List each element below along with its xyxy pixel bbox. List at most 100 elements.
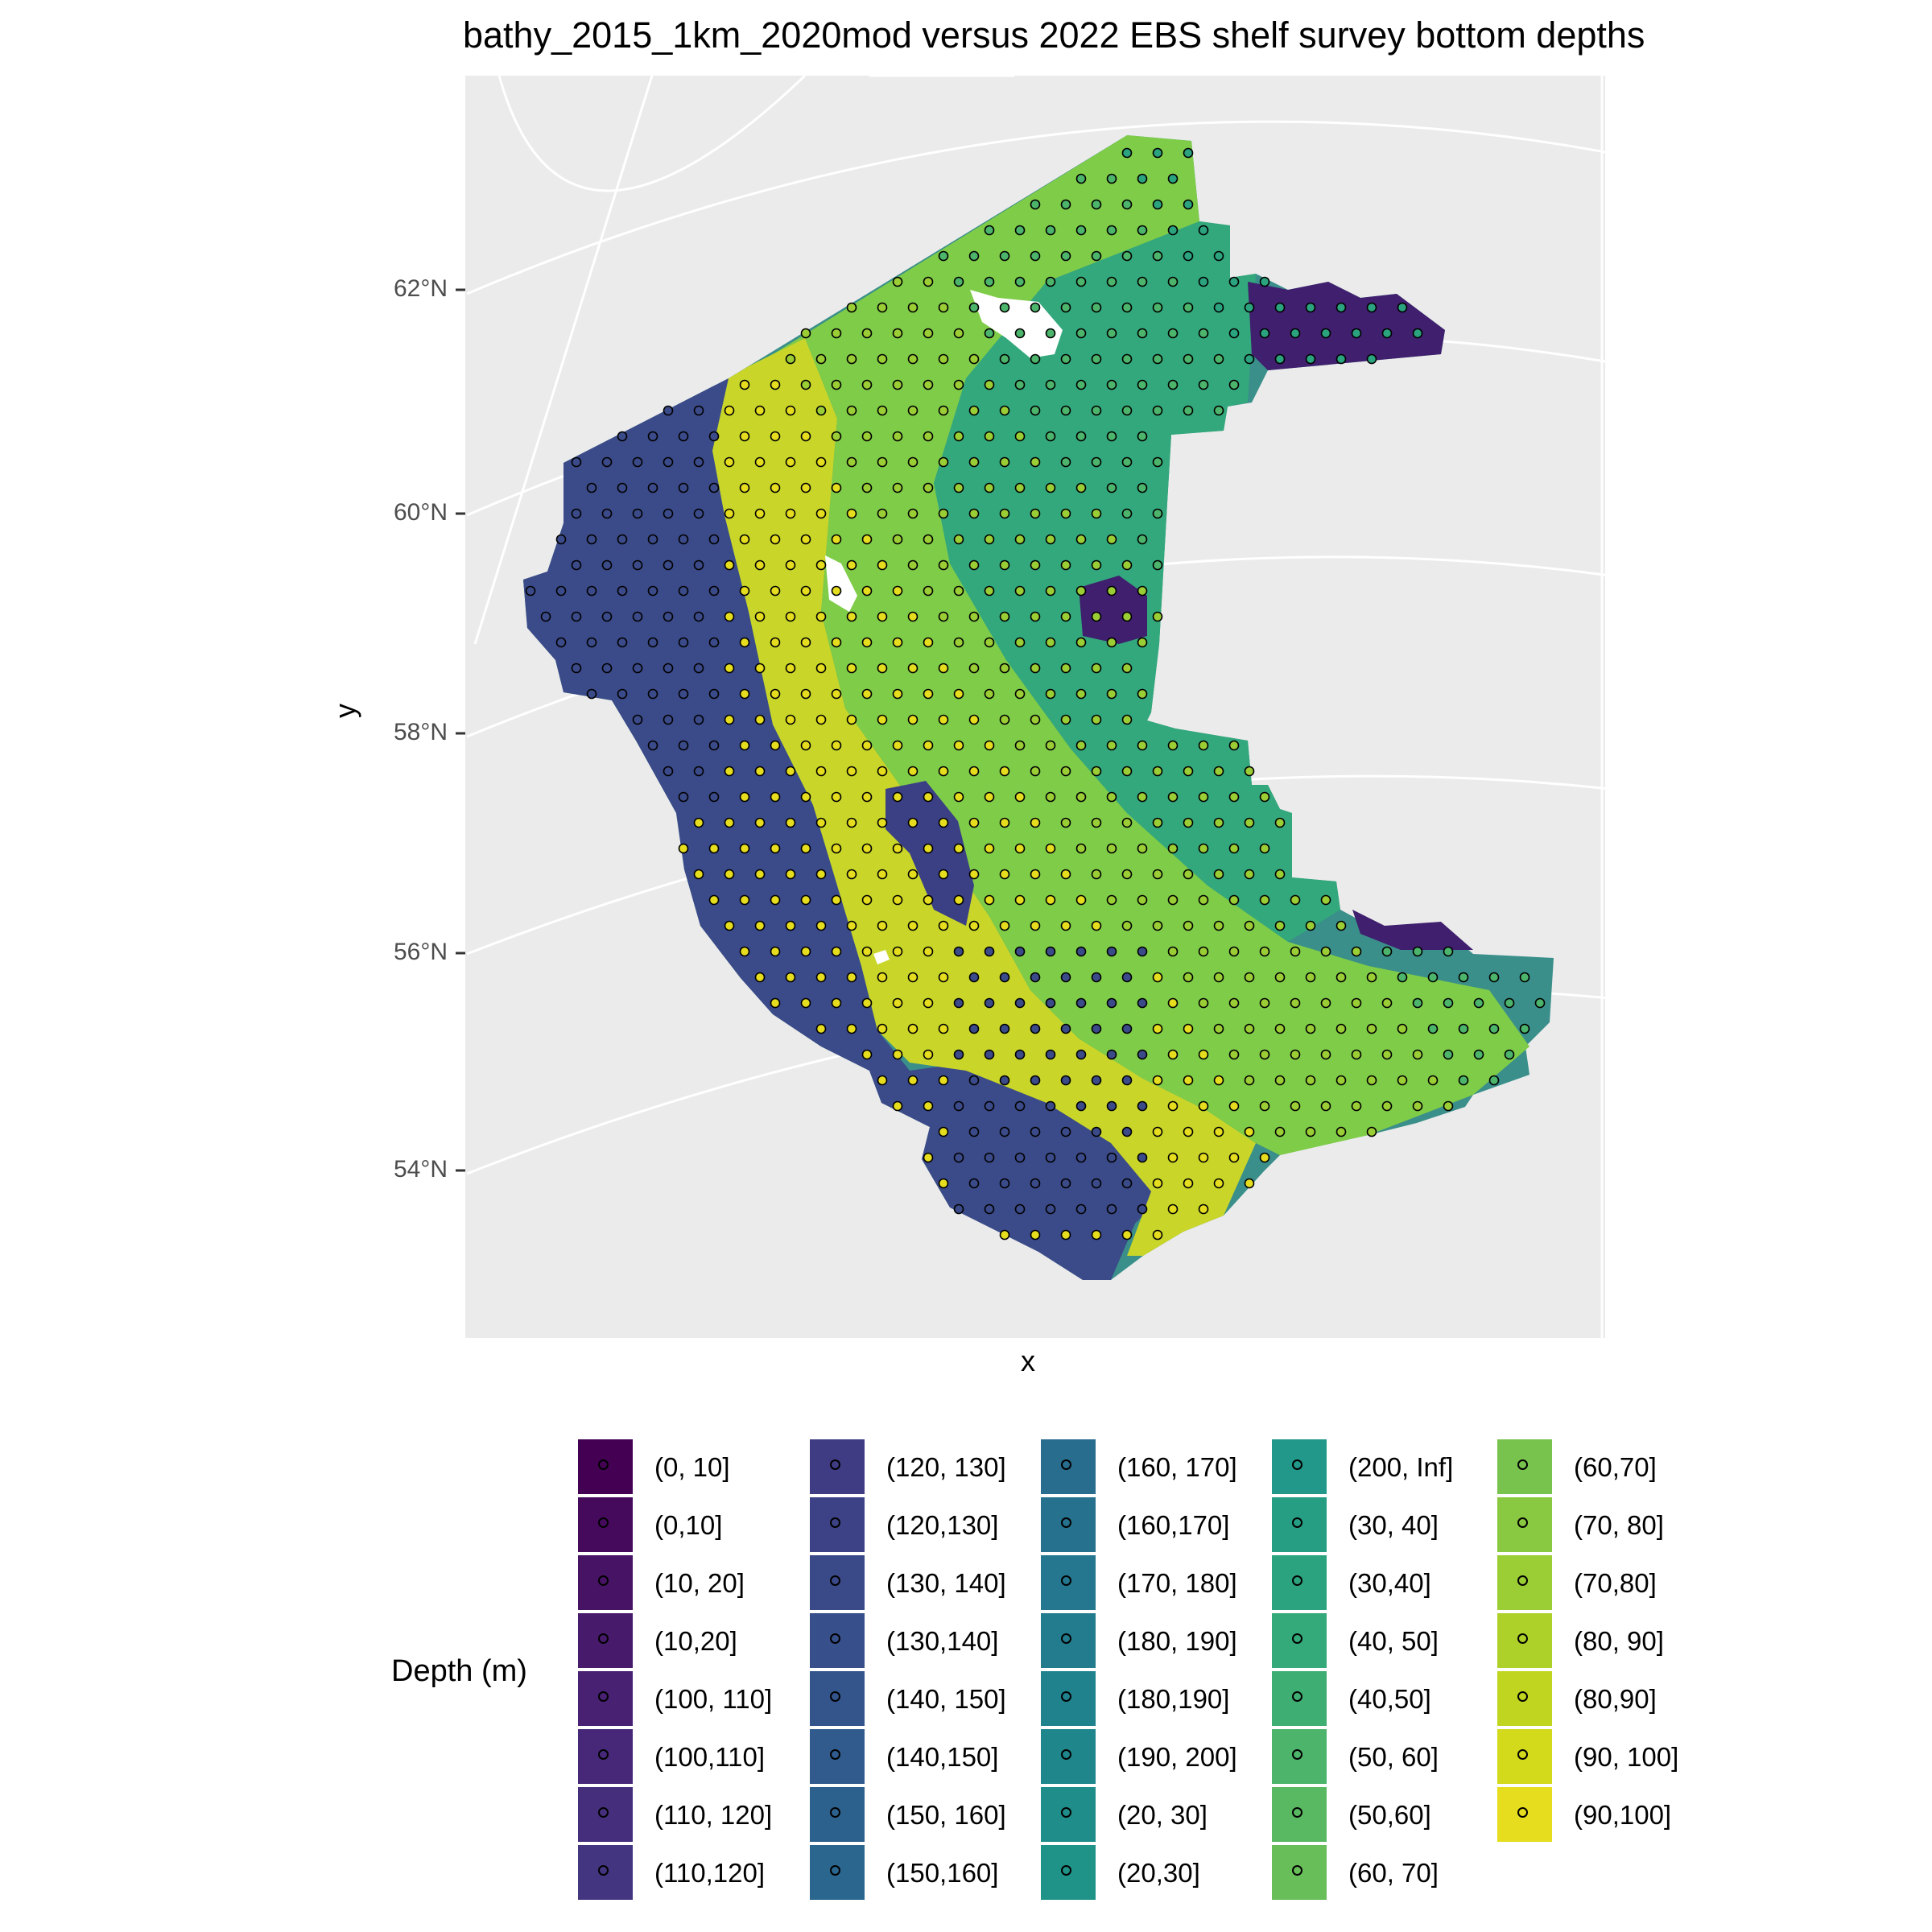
station-point — [663, 508, 674, 519]
station-point — [938, 869, 949, 880]
legend-point-icon — [830, 1807, 840, 1818]
station-point — [693, 559, 704, 571]
legend-key — [1272, 1671, 1327, 1726]
station-point — [1106, 791, 1117, 803]
station-point — [846, 508, 857, 519]
inner-shelf — [773, 135, 1530, 1155]
station-point — [739, 534, 750, 545]
station-point — [1366, 1126, 1377, 1137]
station-point — [1075, 585, 1087, 597]
station-point — [724, 714, 735, 725]
station-point — [1335, 1126, 1347, 1137]
station-point — [770, 585, 781, 597]
station-point — [1045, 740, 1056, 751]
station-point — [1137, 997, 1148, 1009]
station-point — [1167, 843, 1179, 854]
station-point — [999, 456, 1010, 468]
station-point — [785, 869, 796, 880]
station-point — [1030, 1126, 1041, 1137]
station-point — [999, 1178, 1010, 1189]
legend-item: (120, 130] — [810, 1438, 1043, 1496]
station-point — [724, 611, 735, 622]
station-point — [1014, 431, 1026, 442]
station-point — [1106, 225, 1117, 236]
station-point — [1106, 276, 1117, 287]
station-point — [892, 637, 903, 648]
station-point — [1091, 353, 1102, 365]
station-point — [984, 328, 995, 339]
station-point — [1198, 791, 1209, 803]
station-point — [1045, 1203, 1056, 1215]
station-point — [693, 766, 704, 777]
station-point — [1259, 946, 1270, 957]
station-point — [1244, 920, 1255, 931]
station-point — [586, 585, 597, 597]
station-point — [1335, 972, 1347, 983]
station-point — [1045, 431, 1056, 442]
station-point — [1198, 843, 1209, 854]
station-point — [1060, 250, 1071, 262]
station-point — [877, 508, 888, 519]
station-point — [632, 456, 643, 468]
station-point — [861, 328, 873, 339]
station-point — [999, 714, 1010, 725]
station-point — [1152, 972, 1163, 983]
station-point — [1137, 328, 1148, 339]
station-point — [586, 637, 597, 648]
station-point — [632, 508, 643, 519]
station-point — [1152, 1178, 1163, 1189]
station-point — [1060, 1126, 1071, 1137]
legend-point-icon — [1061, 1459, 1071, 1470]
station-point — [1121, 972, 1133, 983]
station-point — [1244, 353, 1255, 365]
station-point — [1106, 1100, 1117, 1112]
station-point — [892, 740, 903, 751]
station-point — [923, 946, 934, 957]
station-point — [892, 843, 903, 854]
legend-title: Depth (m) — [391, 1654, 527, 1688]
legend-label: (90, 100] — [1574, 1742, 1679, 1772]
station-point — [617, 431, 628, 442]
station-point — [1335, 1023, 1347, 1034]
station-point — [984, 379, 995, 390]
legend-item: (160, 170] — [1041, 1438, 1274, 1496]
station-point — [953, 1100, 964, 1112]
legend-label: (0, 10] — [654, 1452, 730, 1482]
station-point — [984, 534, 995, 545]
legend-key — [810, 1613, 865, 1668]
legend-point-icon — [830, 1691, 840, 1702]
station-point — [724, 817, 735, 828]
station-point — [1014, 637, 1026, 648]
station-point — [953, 637, 964, 648]
station-point — [1106, 431, 1117, 442]
station-point — [617, 637, 628, 648]
legend-key — [1497, 1439, 1552, 1494]
station-point — [1259, 791, 1270, 803]
station-point — [877, 353, 888, 365]
station-point — [831, 894, 842, 906]
station-point — [846, 920, 857, 931]
station-point — [770, 482, 781, 493]
station-point — [938, 1126, 949, 1137]
station-point — [678, 482, 689, 493]
station-point — [1198, 225, 1209, 236]
station-point — [601, 508, 613, 519]
station-point — [647, 688, 658, 700]
station-point — [923, 1100, 934, 1112]
station-point — [525, 585, 536, 597]
station-point — [724, 508, 735, 519]
station-point — [1228, 740, 1240, 751]
station-point — [1167, 225, 1179, 236]
legend-item: (90,100] — [1497, 1785, 1731, 1843]
station-point — [1075, 276, 1087, 287]
station-point — [754, 766, 766, 777]
legend-item: (20,30] — [1041, 1843, 1274, 1901]
station-point — [1152, 611, 1163, 622]
station-point — [540, 611, 551, 622]
station-point — [693, 456, 704, 468]
station-point — [938, 456, 949, 468]
station-point — [999, 920, 1010, 931]
station-point — [1167, 1152, 1179, 1163]
legend-key — [1497, 1787, 1552, 1842]
station-point — [1075, 1100, 1087, 1112]
